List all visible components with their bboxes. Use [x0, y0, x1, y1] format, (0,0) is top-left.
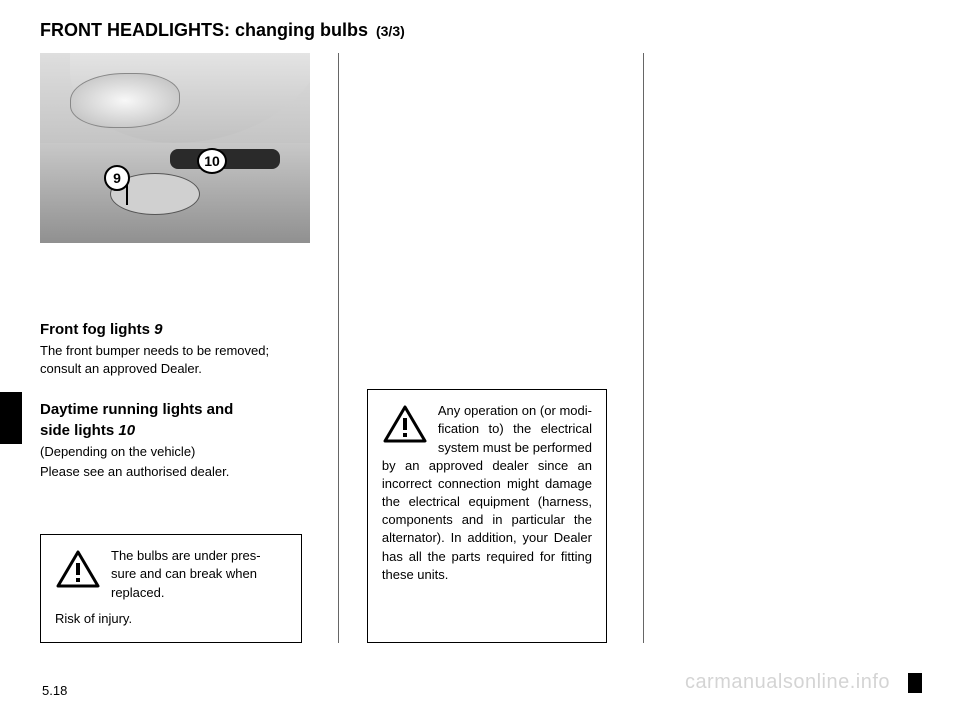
car-headlight-shape	[70, 73, 180, 128]
column-divider-2	[643, 53, 644, 643]
section-tab-mark	[0, 392, 22, 444]
column-right	[672, 53, 920, 643]
headlight-figure: 38369 9 10	[40, 53, 310, 243]
column-divider-1	[338, 53, 339, 643]
title-part: (3/3)	[376, 23, 405, 39]
column-left: 38369 9 10 Front fog lights	[40, 53, 310, 643]
callout-10-num: 10	[204, 153, 220, 169]
footer-right: carmanualsonline.info	[685, 671, 922, 694]
bulb-warning-box: The bulbs are under pres- sure and can b…	[40, 534, 302, 643]
fog-heading-text: Front fog lights	[40, 321, 150, 338]
content-columns: 38369 9 10 Front fog lights	[40, 53, 920, 643]
fog-lights-section: Front fog lights 9 The front bumper need…	[40, 321, 310, 395]
fog-text: The front bumper needs to be removed; co…	[40, 342, 310, 377]
callout-9-num: 9	[113, 170, 121, 186]
manual-page: FRONT HEADLIGHTS: changing bulbs (3/3) 3…	[0, 0, 960, 710]
electrical-warning-box: Any operation on (or modi­fication to) t…	[367, 389, 607, 643]
column-middle: Any operation on (or modi­fication to) t…	[367, 53, 615, 643]
drl-heading-line2: side lights 10	[40, 422, 310, 439]
fog-heading: Front fog lights 9	[40, 321, 310, 338]
drl-text: Please see an authorised dealer.	[40, 463, 310, 481]
drl-note: (Depending on the vehicle)	[40, 443, 310, 461]
drl-section: Daytime running lights and side lights 1…	[40, 401, 310, 498]
warning-triangle-icon	[382, 404, 428, 444]
page-title: FRONT HEADLIGHTS: changing bulbs (3/3)	[40, 20, 920, 41]
watermark-site: carmanualsonline.info	[685, 671, 890, 694]
corner-tab-mark	[908, 673, 922, 693]
title-main: FRONT HEADLIGHTS: changing bulbs	[40, 20, 368, 41]
callout-10: 10	[197, 148, 227, 174]
warning-triangle-icon	[55, 549, 101, 589]
drl-heading-ref: 10	[118, 422, 135, 439]
drl-heading-line1: Daytime running lights and	[40, 401, 310, 418]
callout-9: 9	[104, 165, 130, 191]
page-number: 5.18	[42, 683, 67, 698]
drl-heading-text2: side lights	[40, 422, 114, 439]
fog-heading-ref: 9	[154, 321, 162, 338]
bulb-warn-line4: Risk of injury.	[55, 610, 287, 628]
